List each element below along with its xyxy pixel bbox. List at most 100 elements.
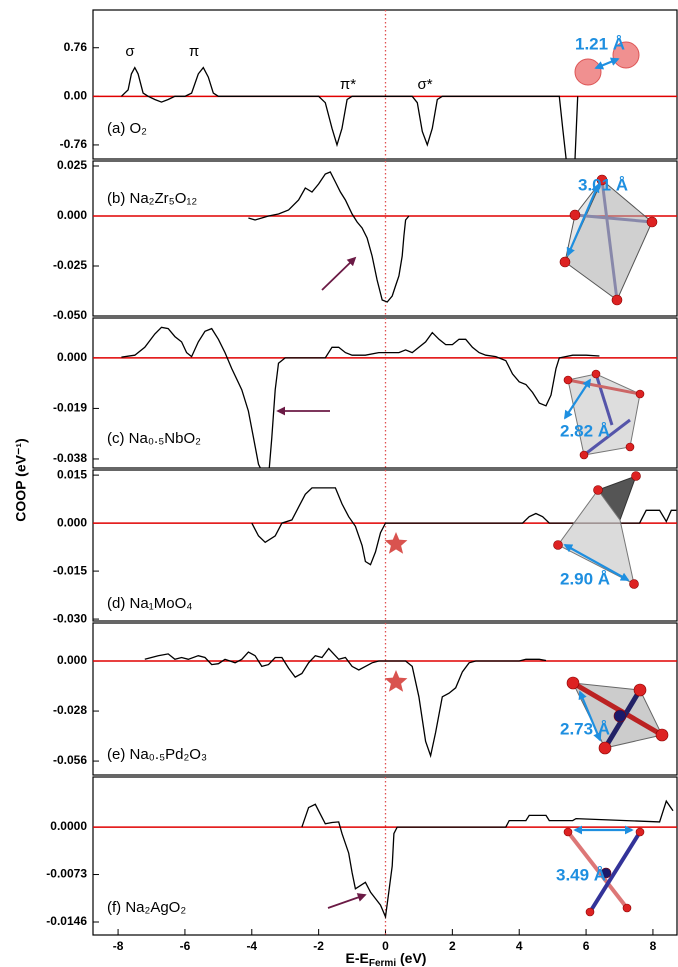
distance-arrow	[566, 183, 600, 257]
pointer-arrow	[321, 256, 357, 291]
atom	[566, 676, 580, 690]
x-tick-label: -8	[113, 939, 124, 953]
distance-label: 2.73 Å	[560, 719, 610, 738]
coop-line	[301, 799, 674, 920]
x-tick-label: -4	[246, 939, 257, 953]
inset-structure	[563, 369, 645, 460]
y-tick-label: 0.015	[57, 467, 87, 481]
distance-label: 1.21 Å	[575, 34, 625, 53]
atom	[613, 709, 627, 723]
y-tick-label: -0.050	[53, 308, 87, 322]
atom	[631, 471, 641, 481]
y-tick-label: 0.0000	[50, 819, 87, 833]
distance-label: 3.01 Å	[578, 175, 628, 194]
bond	[600, 179, 619, 301]
bond	[583, 418, 631, 457]
bond	[588, 830, 642, 914]
atom	[596, 174, 608, 186]
coop-line	[248, 171, 410, 303]
atom	[600, 867, 612, 879]
orbital-label: σ	[125, 43, 135, 60]
y-tick-label: -0.025	[53, 258, 87, 272]
inset-structure	[566, 676, 669, 755]
x-tick-label: 2	[449, 939, 456, 953]
x-tick-label: -6	[180, 939, 191, 953]
panel: 0.0000 -0.0073 -0.0146 -8 -6 -4 -2 0 2 4 6 8 (f) Na₂…	[46, 776, 678, 953]
y-tick-label: 0.000	[57, 515, 87, 529]
coop-line	[120, 66, 579, 159]
y-tick-label: -0.019	[53, 401, 87, 415]
inset-structure	[574, 41, 640, 86]
coop-line	[251, 487, 677, 566]
y-tick-label: 0.000	[57, 653, 87, 667]
atom	[563, 827, 573, 837]
bond	[566, 830, 629, 910]
star-marker	[384, 670, 408, 692]
distance-arrow	[578, 690, 602, 742]
inset-structure	[563, 825, 645, 917]
panel: 0.015 0.000 -0.015 -0.030 (d) Na₁MoO₄ 2.90 Å	[53, 467, 678, 625]
bond	[594, 373, 614, 426]
y-tick-label: 0.000	[57, 350, 87, 364]
orbital-label: π*	[340, 76, 356, 93]
y-tick-label: 0.000	[57, 208, 87, 222]
coop-line	[144, 647, 547, 759]
inset-structure	[559, 174, 658, 306]
x-tick-label: 4	[516, 939, 523, 953]
distance-label: 2.82 Å	[560, 421, 610, 440]
atom	[633, 683, 647, 697]
x-tick-label: 0	[382, 939, 389, 953]
x-axis-label: E-EFermi (eV)	[346, 950, 427, 967]
x-label-unit: (eV)	[396, 950, 426, 966]
panel: 0.000 -0.028 -0.056 (e) Na₀.₅Pd₂O₃ 2.73 Å	[53, 622, 678, 776]
distance-label: 2.90 Å	[560, 569, 610, 588]
y-tick-label: -0.015	[53, 563, 87, 577]
panel-label: (a) O₂	[107, 120, 147, 137]
atom	[593, 485, 603, 495]
panel-label: (e) Na₀.₅Pd₂O₃	[107, 746, 207, 763]
atom	[579, 450, 589, 460]
y-tick-label: -0.056	[53, 753, 87, 767]
panel-label: (f) Na₂AgO₂	[107, 899, 186, 916]
y-tick-label: -0.0146	[46, 914, 87, 928]
x-label-sub: Fermi	[369, 958, 396, 967]
panel-label: (b) Na₂Zr₅O₁₂	[107, 190, 197, 207]
y-tick-label: 0.025	[57, 158, 87, 172]
distance-arrow	[594, 57, 620, 70]
atom	[629, 579, 639, 589]
y-tick-label: 0.00	[64, 89, 88, 103]
atom	[591, 369, 601, 379]
coop-line	[121, 326, 600, 468]
orbital-label: σ*	[417, 76, 432, 93]
panel: 0.025 0.000 -0.025 -0.050 (b) Na₂Zr₅O₁₂ 3.01 …	[53, 158, 678, 322]
inset-structure	[553, 471, 641, 589]
panel-label: (c) Na₀.₅NbO₂	[107, 430, 201, 447]
atom	[563, 375, 573, 385]
atom	[646, 216, 658, 228]
y-tick-label: -0.76	[60, 137, 88, 151]
atom	[625, 442, 635, 452]
y-tick-label: -0.030	[53, 611, 87, 625]
star-marker	[384, 532, 408, 554]
atom	[559, 256, 571, 268]
panel-label: (d) Na₁MoO₄	[107, 595, 192, 612]
atom	[655, 728, 669, 742]
x-tick-label: 8	[650, 939, 657, 953]
distance-label: 3.49 Å	[556, 865, 606, 884]
x-tick-label: -2	[313, 939, 324, 953]
y-axis-label: COOP (eV⁻¹)	[13, 438, 29, 521]
atom	[574, 58, 602, 86]
distance-arrow	[564, 378, 591, 420]
panel: 0.76 0.00 -0.76 (a) O₂ 1.21 Å σ π π* σ*	[60, 9, 678, 160]
y-tick-label: 0.76	[64, 40, 88, 54]
panel: 0.000 -0.019 -0.038 (c) Na₀.₅NbO₂ 2.82 Å	[53, 317, 678, 469]
y-tick-label: -0.0073	[46, 867, 87, 881]
y-tick-label: -0.038	[53, 451, 87, 465]
atom	[553, 540, 563, 550]
atom	[569, 209, 581, 221]
atom	[635, 389, 645, 399]
atom	[598, 741, 612, 755]
atom	[585, 907, 595, 917]
distance-arrow	[563, 544, 630, 581]
